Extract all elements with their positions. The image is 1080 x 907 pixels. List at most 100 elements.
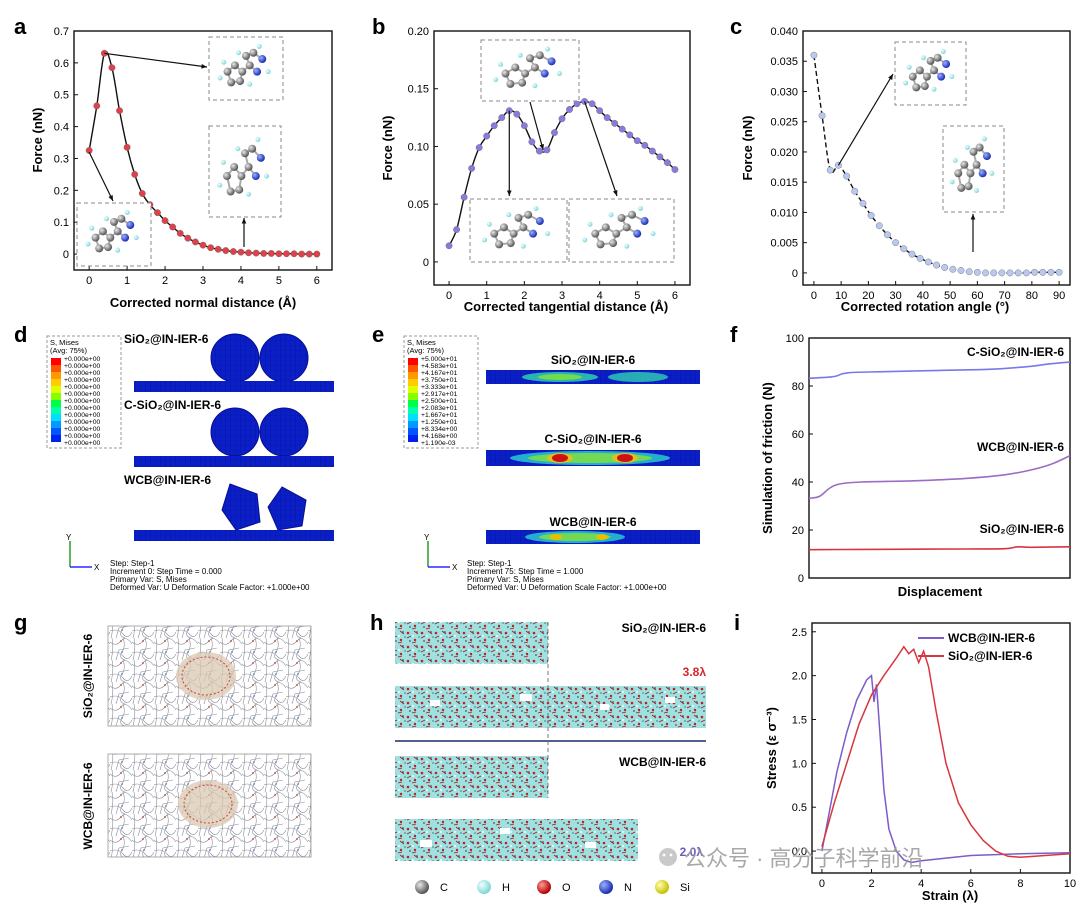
colorbar-value: +0.000e+00	[64, 370, 101, 377]
data-point	[138, 190, 146, 197]
y-tick-label: 0.3	[54, 153, 69, 165]
colorbar-swatch	[51, 379, 61, 386]
data-point	[207, 244, 214, 252]
data-point	[298, 250, 306, 258]
data-point	[528, 138, 536, 146]
data-point	[176, 229, 184, 237]
data-point	[199, 241, 207, 249]
y-tick-label: 2.5	[792, 627, 807, 639]
panel-d-particle	[210, 333, 260, 383]
panel-h-label-2: WCB@IN-IER-6	[619, 755, 706, 769]
data-point	[626, 131, 634, 139]
data-point	[867, 212, 875, 219]
data-point	[875, 222, 883, 230]
panel-d-substrate	[134, 381, 334, 392]
chart-i: 0 2 4 6 8 10 0.0 0.5 1.0 1.5 2.0 2.5 WCB@IN-IER-6 SiO…	[792, 622, 1076, 890]
data-point	[214, 245, 222, 253]
atom-n-icon	[599, 880, 613, 894]
chart-c: 0 10 20 30 40 50 60 70 80 90 0 0.005 0.010 0.015 0.020…	[770, 26, 1071, 302]
y-tick-label: 0.030	[770, 86, 798, 98]
data-point	[468, 164, 476, 172]
y-tick-label: 1.0	[792, 758, 807, 770]
data-point	[603, 114, 611, 121]
colorbar-swatch	[51, 358, 61, 365]
y-tick-label: 0.005	[770, 238, 798, 250]
panel-a-letter: a	[14, 14, 27, 39]
legend-label: SiO₂@IN-IER-6	[948, 649, 1033, 663]
series-label: C-SiO₂@IN-IER-6	[967, 345, 1064, 359]
colorbar-value: +0.000e+00	[64, 433, 101, 440]
data-point	[169, 223, 177, 231]
data-point	[453, 226, 460, 233]
colorbar-swatch	[408, 407, 418, 414]
panel-c: c 0 10 20 30 40 50 60 70 80 90 0 0.005 0.010 0.015 0.0…	[730, 14, 1071, 314]
panel-e-strip-3	[486, 530, 700, 544]
axis-triad: YX	[66, 533, 100, 572]
data-point	[933, 261, 940, 269]
series-line	[808, 545, 1071, 551]
svg-text:H: H	[502, 882, 510, 894]
series-label: WCB@IN-IER-6	[977, 440, 1064, 454]
x-tick-label: 80	[1026, 290, 1038, 302]
y-tick-label: 40	[792, 477, 804, 489]
colorbar-subtitle: (Avg: 75%)	[407, 346, 444, 355]
colorbar-swatch	[51, 386, 61, 393]
data-point	[260, 250, 268, 257]
colorbar-swatch	[51, 393, 61, 400]
x-tick-label: 0	[811, 290, 817, 302]
data-point	[513, 110, 521, 118]
annotation-arrow	[88, 151, 114, 202]
colorbar-value: +2.083e+01	[421, 405, 458, 412]
colorbar-value: +4.583e+01	[421, 363, 458, 370]
series-line	[821, 674, 1071, 864]
colorbar-value: +0.000e+00	[64, 440, 101, 447]
colorbar-value: +0.000e+00	[64, 391, 101, 398]
y-tick-label: 0	[798, 573, 804, 585]
panel-e-letter: e	[372, 322, 384, 347]
panel-c-letter: c	[730, 14, 742, 39]
y-tick-label: 0.20	[408, 26, 429, 38]
x-tick-label: 50	[944, 290, 956, 302]
data-point	[536, 147, 543, 155]
data-point	[93, 102, 101, 110]
data-point	[916, 254, 924, 262]
data-point	[85, 147, 93, 154]
colorbar-swatch	[51, 414, 61, 421]
panel-d-footer: Step: Step-1 Increment 0: Step Time = 0.…	[110, 559, 310, 592]
data-point	[633, 137, 641, 145]
x-tick-label: 10	[835, 290, 847, 302]
colorbar-value: +0.000e+00	[64, 419, 101, 426]
panel-g-nanoparticle	[178, 780, 238, 828]
colorbar-value: +2.500e+01	[421, 398, 458, 405]
colorbar-value: +4.167e+01	[421, 370, 458, 377]
colorbar-value: +0.000e+00	[64, 377, 101, 384]
panel-d-colorbar: S, Mises(Avg: 75%)+0.000e+00+0.000e+00+0…	[46, 335, 122, 449]
colorbar-value: +0.000e+00	[64, 384, 101, 391]
panel-d-letter: d	[14, 322, 27, 347]
data-point	[1023, 269, 1030, 277]
x-tick-label: 1	[124, 275, 130, 287]
data-point	[973, 268, 981, 276]
y-tick-label: 0.5	[792, 802, 807, 814]
data-point	[949, 265, 957, 273]
x-tick-label: 0	[819, 878, 825, 890]
data-point	[192, 238, 199, 246]
data-point	[483, 132, 491, 140]
data-point	[237, 248, 245, 256]
data-point	[671, 166, 679, 173]
data-point	[664, 159, 671, 167]
plot-frame	[802, 30, 1071, 286]
x-tick-label: 20	[862, 290, 874, 302]
data-point	[1031, 268, 1038, 276]
data-point	[826, 166, 834, 174]
colorbar-value: +0.000e+00	[64, 412, 101, 419]
colorbar-subtitle: (Avg: 75%)	[50, 346, 87, 355]
y-tick-label: 0.05	[408, 199, 429, 211]
panel-e: e S, Mises(Avg: 75%)+5.000e+01+4.583e+01…	[372, 322, 700, 592]
panel-d-particle	[210, 407, 260, 457]
x-tick-label: 2	[521, 290, 527, 302]
panel-f-xlabel: Displacement	[898, 584, 983, 599]
colorbar-swatch	[51, 421, 61, 428]
svg-text:Step: Step-1: Step: Step-1	[110, 559, 155, 568]
data-point	[305, 250, 313, 258]
